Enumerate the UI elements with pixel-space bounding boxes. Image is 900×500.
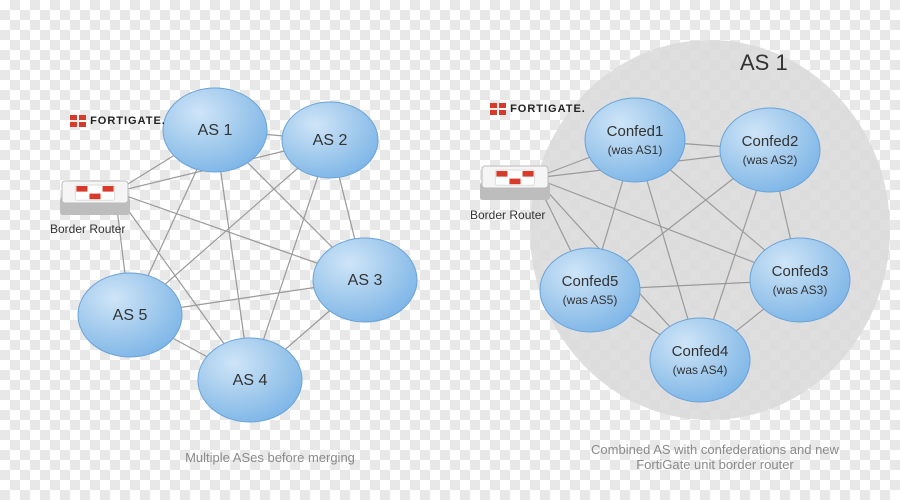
svg-text:AS 1: AS 1: [198, 122, 233, 139]
svg-text:AS 3: AS 3: [348, 272, 383, 289]
fortigate-brand-left: FORTIGATE.: [70, 115, 166, 127]
as1-title: AS 1: [740, 50, 788, 76]
node-as1: AS 1: [163, 88, 267, 172]
svg-text:AS 2: AS 2: [313, 132, 348, 149]
caption-right: Combined AS with confederations and new …: [555, 442, 875, 472]
svg-text:(was AS5): (was AS5): [563, 293, 618, 307]
node-c5: Confed5 (was AS5): [540, 248, 640, 332]
node-c3: Confed3 (was AS3): [750, 238, 850, 322]
node-as5: AS 5: [78, 273, 182, 357]
router-label-right: Border Router: [470, 208, 545, 222]
border-router-left: [60, 181, 130, 215]
border-router-right: [480, 166, 550, 200]
node-as3: AS 3: [313, 238, 417, 322]
svg-text:AS 4: AS 4: [233, 372, 268, 389]
node-as4: AS 4: [198, 338, 302, 422]
svg-text:Confed5: Confed5: [562, 273, 619, 290]
router-label-left: Border Router: [50, 222, 125, 236]
svg-text:Confed3: Confed3: [772, 263, 829, 280]
node-c1: Confed1 (was AS1): [585, 98, 685, 182]
node-c4: Confed4 (was AS4): [650, 318, 750, 402]
svg-text:Confed4: Confed4: [672, 343, 729, 360]
svg-text:Confed1: Confed1: [607, 123, 664, 140]
svg-text:(was AS4): (was AS4): [673, 363, 728, 377]
node-as2: AS 2: [282, 102, 378, 178]
brand-text: FORTIGATE: [90, 115, 162, 127]
svg-text:Confed2: Confed2: [742, 133, 799, 150]
caption-left: Multiple ASes before merging: [130, 450, 410, 465]
svg-text:AS 5: AS 5: [113, 307, 148, 324]
svg-text:(was AS2): (was AS2): [743, 153, 798, 167]
fortigate-brand-right: FORTIGATE.: [490, 103, 586, 115]
svg-text:(was AS1): (was AS1): [608, 143, 663, 157]
brand-text: FORTIGATE: [510, 103, 582, 115]
svg-text:(was AS3): (was AS3): [773, 283, 828, 297]
node-c2: Confed2 (was AS2): [720, 108, 820, 192]
